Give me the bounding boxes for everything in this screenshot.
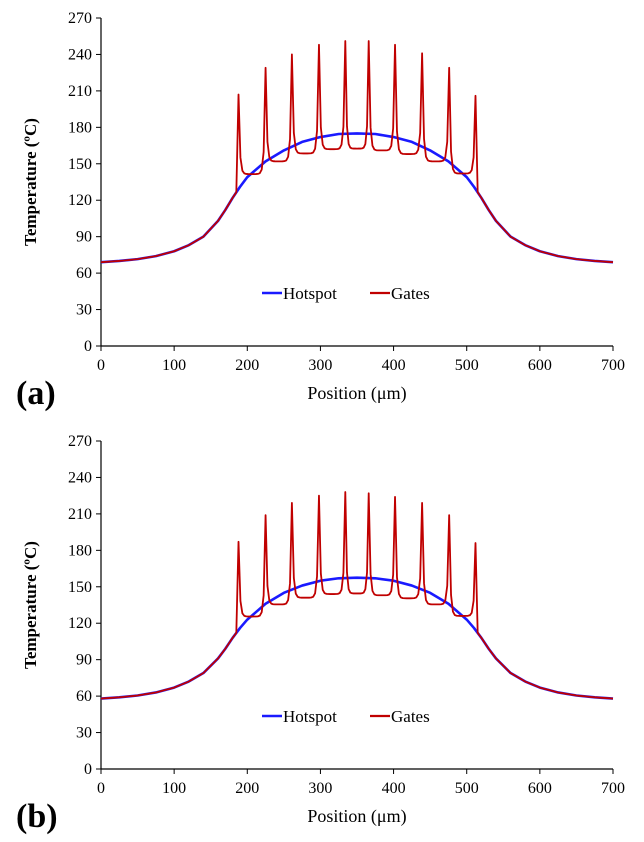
x-tick-label: 0 <box>97 780 105 797</box>
y-tick-label: 210 <box>68 506 92 523</box>
y-tick-label: 240 <box>68 469 92 486</box>
y-tick-label: 60 <box>76 265 92 282</box>
gates-series-line <box>100 40 614 264</box>
x-tick-label: 500 <box>455 357 479 374</box>
temperature-chart-a: 0 30 60 90 120 150 180 210 240 270 0 100 200 300 400 50… <box>16 10 625 412</box>
x-tick-label: 700 <box>601 357 625 374</box>
y-tick-label: 240 <box>68 46 92 63</box>
y-tick-label: 120 <box>68 615 92 632</box>
y-tick-label: 270 <box>68 10 92 27</box>
gates-series-line <box>100 491 614 700</box>
x-tick-label: 600 <box>528 780 552 797</box>
y-tick-label: 180 <box>68 542 92 559</box>
x-axis-title: Position (μm) <box>307 806 406 827</box>
x-tick-label: 700 <box>601 780 625 797</box>
x-tick-label: 300 <box>308 780 332 797</box>
x-tick-label: 0 <box>97 357 105 374</box>
legend-hotspot-label: Hotspot <box>283 284 337 303</box>
y-tick-label: 150 <box>68 156 92 173</box>
y-tick-label: 90 <box>76 229 92 246</box>
panel-label: (a) <box>16 375 56 412</box>
y-tick-label: 150 <box>68 579 92 596</box>
panel-label: (b) <box>16 798 58 835</box>
chart-panel-a: 0 30 60 90 120 150 180 210 240 270 0 100 200 300 400 50… <box>0 0 644 419</box>
x-tick-label: 300 <box>308 357 332 374</box>
y-axis-title: Temperature (ºC) <box>21 118 40 246</box>
x-tick-label: 400 <box>382 357 406 374</box>
x-tick-label: 200 <box>235 357 259 374</box>
panel-separator <box>0 419 644 423</box>
y-tick-label: 210 <box>68 83 92 100</box>
y-tick-label: 30 <box>76 302 92 319</box>
y-tick-label: 0 <box>84 761 92 778</box>
x-tick-label: 200 <box>235 780 259 797</box>
x-tick-label: 600 <box>528 357 552 374</box>
legend-gates-label: Gates <box>391 707 430 726</box>
y-axis-title: Temperature (ºC) <box>21 541 40 669</box>
x-tick-label: 400 <box>382 780 406 797</box>
x-axis-title: Position (μm) <box>307 383 406 404</box>
y-tick-label: 60 <box>76 688 92 705</box>
temperature-chart-b: 0 30 60 90 120 150 180 210 240 270 0 100 200 300 400 50… <box>16 433 625 835</box>
chart-panel-b: 0 30 60 90 120 150 180 210 240 270 0 100 200 300 400 50… <box>0 423 644 842</box>
legend-hotspot-label: Hotspot <box>283 707 337 726</box>
x-tick-label: 100 <box>162 780 186 797</box>
y-tick-label: 30 <box>76 725 92 742</box>
y-tick-label: 270 <box>68 433 92 450</box>
hotspot-series-line <box>100 132 614 264</box>
y-tick-label: 90 <box>76 652 92 669</box>
y-tick-label: 0 <box>84 338 92 355</box>
y-tick-label: 120 <box>68 192 92 209</box>
x-tick-label: 500 <box>455 780 479 797</box>
legend-gates-label: Gates <box>391 284 430 303</box>
hotspot-series-line <box>100 576 614 700</box>
y-tick-label: 180 <box>68 119 92 136</box>
x-tick-label: 100 <box>162 357 186 374</box>
